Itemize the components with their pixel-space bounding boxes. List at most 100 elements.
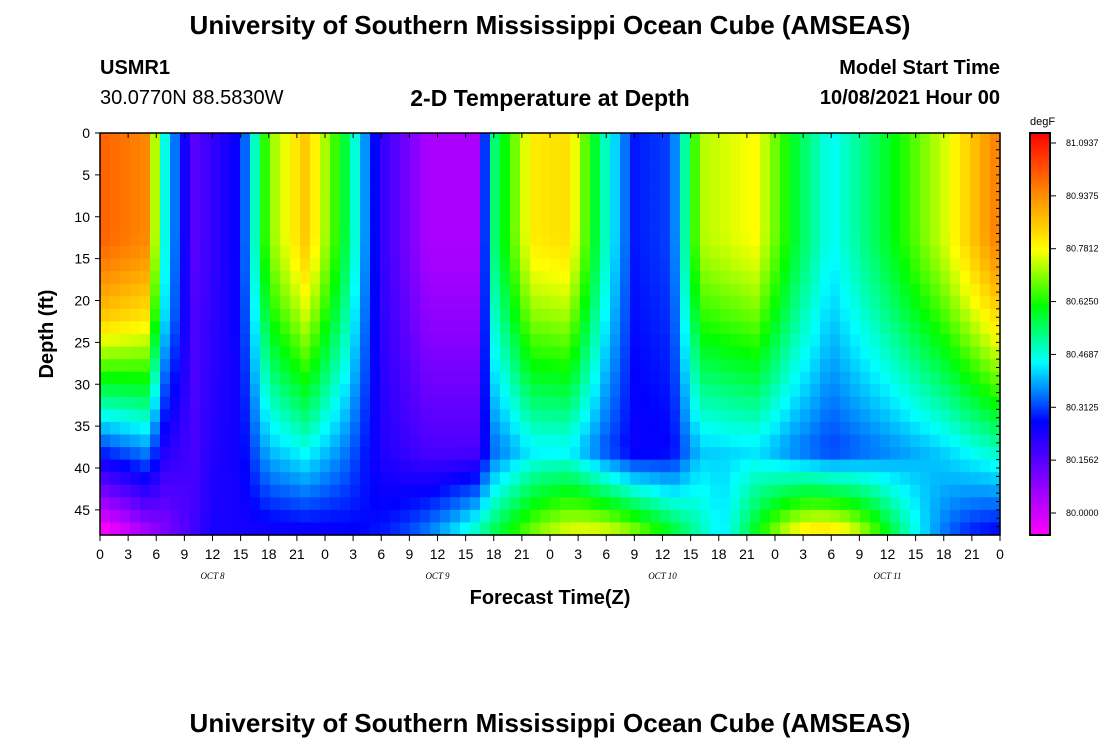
heatmap-cell [150,183,161,197]
colorbar [1029,132,1051,536]
heatmap-cell [680,447,691,461]
y-tick-label: 5 [82,167,90,183]
heatmap-cell [780,409,791,423]
heatmap-cell [150,384,161,398]
heatmap-cell [970,283,981,297]
heatmap-cell [440,271,451,285]
heatmap-cell [580,233,591,247]
heatmap-cell [100,170,111,184]
heatmap-cell [510,447,521,461]
heatmap-cell [150,321,161,335]
heatmap-cell [360,308,371,323]
heatmap-cell [140,509,151,524]
heatmap-cell [720,283,731,297]
heatmap-cell [600,158,611,172]
heatmap-cell [220,497,231,511]
heatmap-cell [870,183,881,197]
heatmap-cell [690,497,701,511]
heatmap-cell [460,434,471,448]
heatmap-cell [970,334,981,348]
heatmap-cell [280,308,291,323]
heatmap-cell [390,346,401,360]
heatmap-cell [320,133,331,147]
heatmap-cell [790,183,801,197]
heatmap-cell [200,145,211,159]
heatmap-cell [980,296,991,310]
heatmap-cell [670,484,681,498]
heatmap-cell [600,434,611,448]
heatmap-cell [800,233,811,247]
heatmap-cell [660,233,671,247]
heatmap-cell [140,271,151,285]
heatmap-cell [370,233,381,247]
heatmap-cell [280,246,291,260]
heatmap-cell [300,334,311,348]
heatmap-cell [410,170,421,184]
heatmap-cell [510,271,521,285]
heatmap-cell [140,409,151,423]
heatmap-cell [270,447,281,461]
heatmap-cell [700,434,711,448]
heatmap-cell [230,183,241,197]
heatmap-cell [900,409,911,423]
heatmap-cell [850,308,861,323]
heatmap-cell [220,195,231,209]
heatmap-cell [190,258,201,272]
heatmap-cell [400,484,411,498]
heatmap-cell [470,459,481,473]
heatmap-cell [470,233,481,247]
heatmap-cell [940,484,951,498]
heatmap-cell [100,308,111,323]
heatmap-cell [690,459,701,473]
heatmap-cell [110,296,121,310]
heatmap-cell [300,522,311,536]
heatmap-cell [540,133,551,147]
heatmap-cell [840,170,851,184]
heatmap-cell [990,145,1001,159]
heatmap-cell [100,371,111,385]
heatmap-cell [340,421,351,436]
heatmap-cell [960,170,971,184]
heatmap-cell [250,145,261,159]
heatmap-cell [610,283,621,297]
heatmap-cell [910,321,921,335]
heatmap-cell [630,233,641,247]
heatmap-cell [560,195,571,209]
heatmap-cell [650,145,661,159]
heatmap-cell [650,321,661,335]
heatmap-cell [930,145,941,159]
heatmap-cell [870,145,881,159]
heatmap-cell [720,421,731,436]
heatmap-cell [490,133,501,147]
heatmap-cell [770,421,781,436]
heatmap-cell [520,246,531,260]
heatmap-cell [170,233,181,247]
heatmap-cell [110,233,121,247]
heatmap-cell [310,195,321,209]
heatmap-cell [440,509,451,524]
heatmap-cell [150,409,161,423]
heatmap-cell [720,321,731,335]
heatmap-cell [890,183,901,197]
heatmap-cell [440,334,451,348]
heatmap-cell [550,233,561,247]
heatmap-cell [530,183,541,197]
heatmap-cell [330,421,341,436]
heatmap-cell [930,384,941,398]
heatmap-cell [310,459,321,473]
heatmap-cell [750,447,761,461]
heatmap-cell [480,434,491,448]
heatmap-cell [310,359,321,373]
heatmap-cell [860,170,871,184]
heatmap-cell [310,220,321,235]
heatmap-cell [390,145,401,159]
heatmap-cell [630,258,641,272]
heatmap-cell [130,271,141,285]
heatmap-cell [730,409,741,423]
heatmap-cell [410,396,421,410]
heatmap-cell [920,208,931,222]
heatmap-cell [320,220,331,235]
heatmap-cell [340,396,351,410]
heatmap-cell [340,145,351,159]
heatmap-cell [820,334,831,348]
